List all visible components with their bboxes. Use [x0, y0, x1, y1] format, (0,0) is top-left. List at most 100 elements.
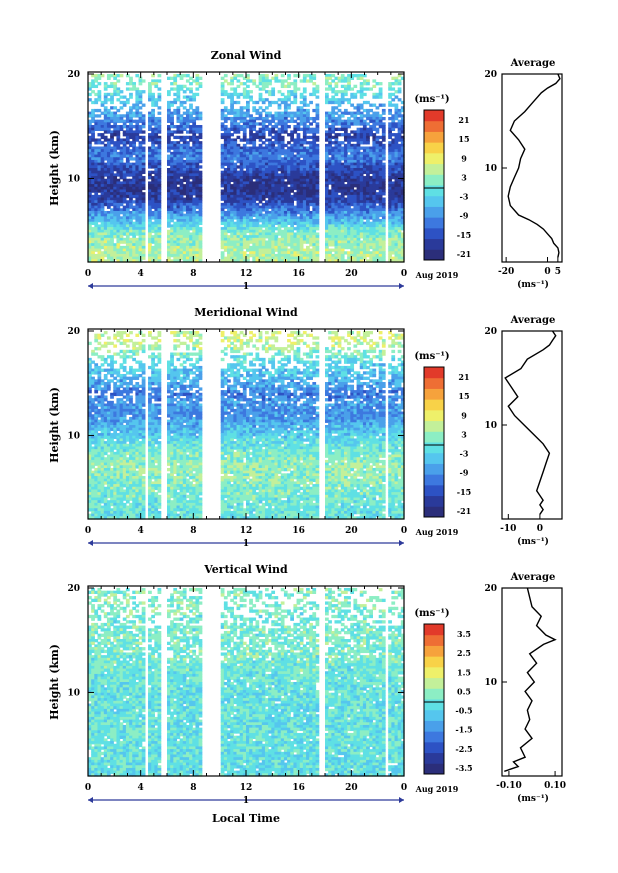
heatmap-cell [261, 125, 266, 129]
heatmap-cell [334, 122, 339, 126]
heatmap-cell [113, 141, 118, 145]
heatmap-cell [293, 79, 298, 83]
heatmap-cell [94, 141, 99, 145]
heatmap-cell [369, 108, 373, 113]
heatmap-cell [394, 79, 399, 83]
heatmap-cell [192, 79, 197, 83]
heatmap-cell [129, 125, 133, 129]
heatmap-cell [362, 74, 367, 78]
heatmap-cell [141, 122, 146, 126]
heatmap-cell [340, 76, 345, 80]
heatmap-cell [293, 82, 298, 86]
heatmap-cell [185, 130, 190, 134]
heatmap-cell [141, 135, 146, 140]
heatmap-cell [331, 119, 336, 123]
heatmap-cell [359, 119, 364, 123]
heatmap-cell [185, 122, 190, 126]
heatmap-cell [337, 90, 342, 94]
heatmap-cell [170, 130, 174, 134]
heatmap-cell [287, 92, 291, 97]
heatmap-cell [296, 135, 301, 140]
heatmap-cell [246, 141, 250, 145]
heatmap-cell [325, 74, 329, 78]
heatmap-cell [167, 143, 171, 148]
heatmap-cell [381, 111, 386, 115]
heatmap-cell [125, 130, 130, 134]
heatmap-cell [176, 92, 181, 97]
heatmap-cell [185, 111, 190, 115]
heatmap-cell [135, 114, 140, 118]
heatmap-cell [116, 74, 121, 78]
heatmap-cell [255, 108, 260, 113]
heatmap-cell [252, 138, 257, 142]
heatmap-cell [296, 141, 301, 145]
heatmap-cell [302, 127, 307, 131]
heatmap-cell [328, 138, 332, 142]
heatmap-cell [148, 95, 152, 99]
heatmap-cell [185, 119, 190, 123]
heatmap-cell [242, 82, 247, 86]
heatmap-cell [148, 84, 152, 89]
heatmap-cell [378, 116, 383, 121]
heatmap-cell [138, 114, 143, 118]
heatmap-cell [233, 108, 238, 113]
heatmap-cell [170, 111, 174, 115]
heatmap-cell [233, 130, 238, 134]
heatmap-cell [366, 141, 370, 145]
heatmap-cell [173, 92, 178, 97]
heatmap-cell [328, 114, 332, 118]
heatmap-cell [227, 141, 231, 145]
heatmap-cell [236, 92, 241, 97]
heatmap-cell [280, 98, 285, 102]
heatmap-cell [170, 82, 174, 86]
heatmap-cell [148, 119, 152, 123]
heatmap-cell [116, 90, 121, 94]
heatmap-cell [110, 98, 114, 102]
heatmap-cell [176, 111, 181, 115]
heatmap-cell [293, 130, 298, 134]
heatmap-cell [91, 119, 95, 123]
heatmap-cell [315, 103, 320, 107]
heatmap-cell [157, 143, 162, 148]
heatmap-cell [113, 122, 118, 126]
heatmap-cell [331, 130, 336, 134]
heatmap-cell [154, 84, 159, 89]
heatmap-cell [381, 138, 386, 142]
heatmap-cell [167, 133, 171, 137]
heatmap-cell [252, 106, 257, 110]
heatmap-cell [230, 125, 234, 129]
heatmap-cell [249, 98, 253, 102]
heatmap-cell [293, 90, 298, 94]
heatmap-cell [378, 135, 383, 140]
heatmap-cell [88, 135, 92, 140]
heatmap-cell [362, 127, 367, 131]
heatmap-cell [132, 82, 136, 86]
heatmap-cell [135, 122, 140, 126]
heatmap-cell [227, 95, 231, 99]
heatmap-cell [103, 119, 108, 123]
heatmap-cell [369, 87, 373, 91]
heatmap-cell [252, 100, 257, 105]
heatmap-cell [328, 74, 332, 78]
heatmap-cell [100, 103, 105, 107]
heatmap-cell [151, 74, 155, 78]
heatmap-cell [88, 87, 92, 91]
heatmap-cell [138, 90, 143, 94]
heatmap-cell [325, 92, 329, 97]
heatmap-cell [280, 74, 285, 78]
heatmap-cell [252, 133, 257, 137]
heatmap-cell [242, 127, 247, 131]
heatmap-cell [106, 127, 111, 131]
heatmap-cell [362, 122, 367, 126]
heatmap-cell [331, 111, 336, 115]
heatmap-cell [157, 122, 162, 126]
heatmap-cell [372, 133, 377, 137]
heatmap-cell [261, 127, 266, 131]
heatmap-cell [129, 130, 133, 134]
heatmap-cell [328, 135, 332, 140]
heatmap-cell [113, 90, 118, 94]
heatmap-cell [375, 130, 380, 134]
heatmap-cell [356, 90, 361, 94]
heatmap-cell [312, 82, 317, 86]
heatmap-cell [280, 114, 285, 118]
